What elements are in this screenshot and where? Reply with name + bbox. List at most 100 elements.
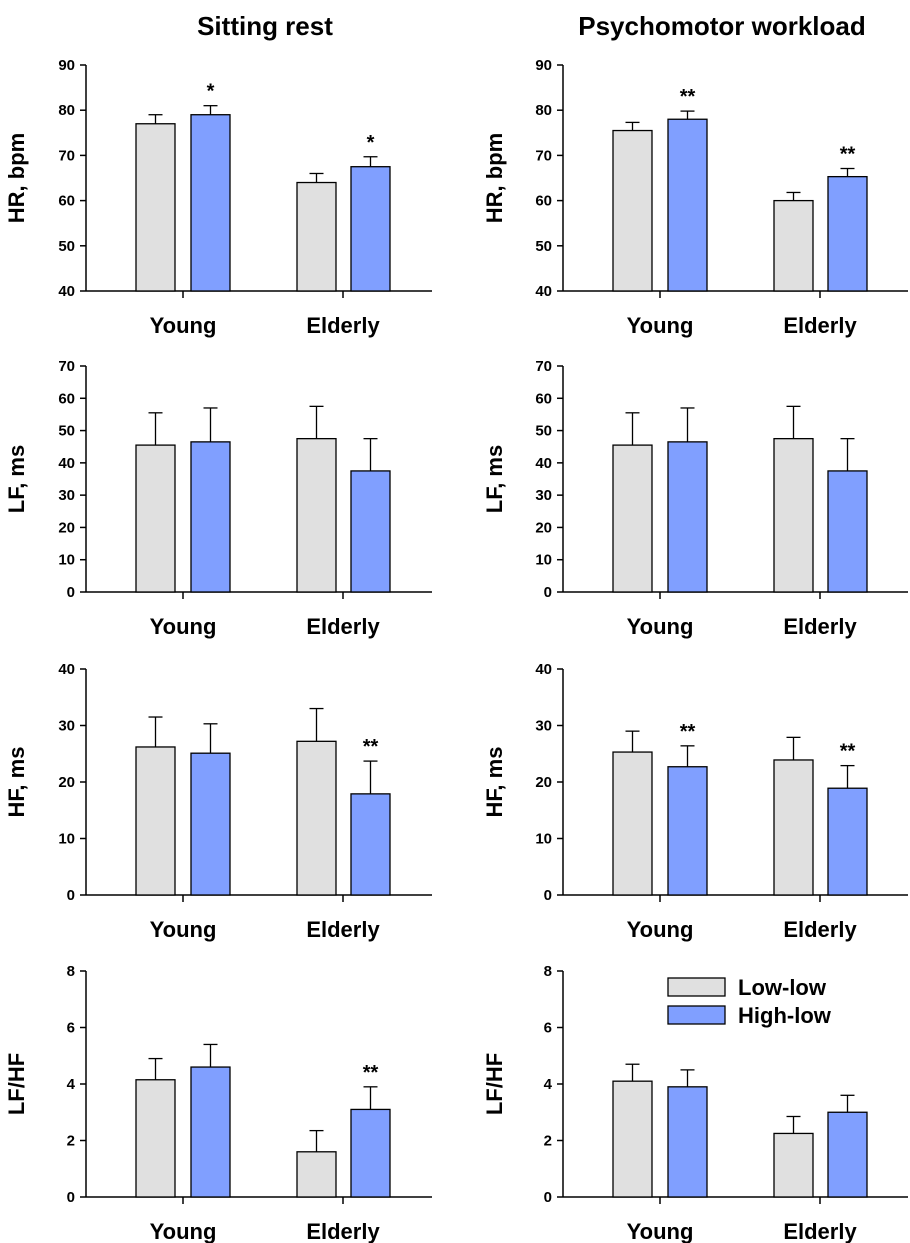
bar-high-low-young [190,1066,231,1198]
y-tick-label: 80 [58,102,75,119]
y-axis-title: LF/HF [482,1053,507,1115]
y-tick-label: 10 [535,552,552,569]
legend-label-high-low: High-low [738,1003,832,1028]
column-title-psychomotor-workload: Psychomotor workload [578,11,866,41]
x-category-label-elderly: Elderly [783,313,857,338]
x-category-label-young: Young [150,1219,217,1243]
y-tick-label: 60 [58,193,75,210]
y-tick-label: 40 [535,455,552,472]
y-tick-label: 20 [535,519,552,536]
legend-swatch-low-low [667,977,726,997]
x-category-label-elderly: Elderly [306,917,380,942]
y-tick-label: 80 [535,102,552,119]
bar-high-low-young [667,1086,708,1198]
y-tick-label: 60 [535,193,552,210]
y-tick-label: 70 [535,358,552,375]
column-title-sitting-rest: Sitting rest [197,11,333,41]
y-axis-title: HR, bpm [4,133,29,223]
bar-high-low-young [190,441,231,593]
panel-sitting-rest-hf: 0 10 20 30 40 HF, ms Young Elderly ** [4,661,432,942]
significance-marker: ** [840,144,856,166]
y-tick-label: 0 [67,887,75,904]
y-tick-label: 10 [58,831,75,848]
y-tick-label: 40 [535,283,552,300]
x-category-label-elderly: Elderly [306,1219,380,1243]
x-category-label-elderly: Elderly [783,917,857,942]
significance-marker: ** [840,741,856,763]
y-axis-title: HR, bpm [482,133,507,223]
bar-low-low-elderly [773,759,814,896]
significance-marker: * [367,132,375,154]
y-axis-title: LF/HF [4,1053,29,1115]
y-tick-label: 30 [535,718,552,735]
x-category-label-young: Young [627,313,694,338]
x-category-label-young: Young [627,917,694,942]
significance-marker: ** [363,1062,379,1084]
y-tick-label: 40 [58,455,75,472]
y-tick-label: 6 [544,1020,552,1037]
bar-high-low-young [667,766,708,896]
bar-low-low-young [612,444,653,593]
y-tick-label: 8 [67,963,75,980]
y-tick-label: 50 [535,238,552,255]
y-tick-label: 60 [58,390,75,407]
bar-high-low-elderly [350,1108,391,1198]
bar-high-low-elderly [827,787,868,896]
y-tick-label: 20 [535,774,552,791]
y-tick-label: 30 [535,487,552,504]
x-category-label-young: Young [150,313,217,338]
panel-psychomotor-workload-hr: 40 50 60 70 80 90 HR, bpm Young Elderly ** ** [482,57,908,338]
legend-label-low-low: Low-low [738,975,827,1000]
y-axis-title: LF, ms [4,445,29,513]
y-tick-label: 40 [58,283,75,300]
y-tick-label: 30 [58,487,75,504]
y-tick-label: 10 [58,552,75,569]
y-tick-label: 8 [544,963,552,980]
y-tick-label: 2 [544,1133,552,1150]
legend: Low-low High-low [667,975,832,1028]
y-tick-label: 50 [535,423,552,440]
y-tick-label: 20 [58,519,75,536]
y-tick-label: 20 [58,774,75,791]
y-tick-label: 0 [67,1189,75,1206]
bar-low-low-young [612,1080,653,1198]
bar-low-low-elderly [296,181,337,292]
y-tick-label: 70 [58,358,75,375]
panel-sitting-rest-hr: 40 50 60 70 80 90 HR, bpm Young Elderly * * [4,57,432,338]
panel-psychomotor-workload-lf-hf: 0 2 4 6 8 LF/HF Young Elderly [482,963,908,1243]
bar-low-low-young [135,1079,176,1198]
y-tick-label: 50 [58,238,75,255]
x-category-label-elderly: Elderly [783,1219,857,1243]
y-tick-label: 0 [67,584,75,601]
bar-low-low-young [612,751,653,896]
x-category-label-elderly: Elderly [783,614,857,639]
y-tick-label: 6 [67,1020,75,1037]
y-axis-title: HF, ms [4,747,29,818]
bar-low-low-young [135,123,176,292]
panel-sitting-rest-lf-hf: 0 2 4 6 8 LF/HF Young Elderly ** [4,963,432,1243]
bar-low-low-young [135,746,176,896]
y-tick-label: 10 [535,831,552,848]
bar-high-low-elderly [827,175,868,292]
y-tick-label: 2 [67,1133,75,1150]
y-tick-label: 90 [58,57,75,74]
bar-high-low-young [190,114,231,292]
bar-low-low-elderly [296,437,337,593]
bar-low-low-elderly [296,740,337,896]
bar-high-low-elderly [350,166,391,292]
y-axis-title: LF, ms [482,445,507,513]
y-tick-label: 30 [58,718,75,735]
bar-low-low-elderly [773,437,814,593]
y-tick-label: 90 [535,57,552,74]
y-tick-label: 0 [544,1189,552,1206]
y-tick-label: 60 [535,390,552,407]
x-category-label-elderly: Elderly [306,313,380,338]
bar-high-low-elderly [350,470,391,593]
y-tick-label: 0 [544,584,552,601]
x-category-label-young: Young [150,917,217,942]
bar-high-low-elderly [350,793,391,896]
bar-high-low-elderly [827,1111,868,1198]
y-tick-label: 40 [535,661,552,678]
panel-psychomotor-workload-lf: 0 10 20 30 40 50 60 70 LF, ms Young Elderly [482,358,908,639]
